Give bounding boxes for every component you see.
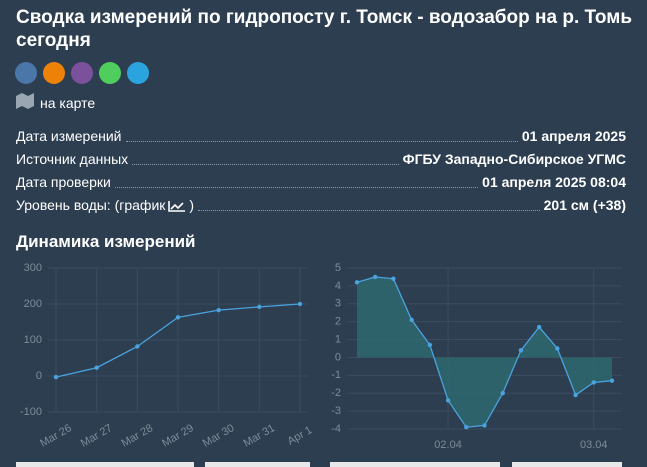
map-icon	[16, 93, 34, 109]
y-tick-label: -2	[331, 387, 341, 399]
y-tick-label: 2	[335, 316, 341, 328]
tab	[330, 462, 500, 467]
value: 201 см (+38)	[543, 197, 626, 213]
y-tick-label: 0	[335, 351, 341, 363]
y-tick-label: 1	[335, 333, 341, 345]
x-tick-label: Mar 27	[79, 422, 115, 450]
point	[555, 346, 560, 351]
tab	[16, 462, 194, 467]
point	[573, 392, 578, 398]
tab	[205, 462, 310, 467]
tab	[512, 462, 622, 467]
y-tick-label: 5	[335, 262, 341, 274]
x-tick-label: Mar 30	[201, 422, 237, 450]
area	[357, 276, 612, 428]
y-tick-label: -4	[331, 423, 341, 435]
vk-icon[interactable]	[15, 62, 37, 84]
title: Сводка измерений по гидропосту г. Томск …	[16, 7, 633, 51]
point	[175, 315, 181, 320]
label[interactable]: Уровень воды: (график	[16, 197, 166, 213]
y-tick-label: 0	[36, 370, 42, 382]
value: ФГБУ Западно-Сибирское УГМС	[402, 151, 626, 167]
y-tick-label: -3	[331, 405, 341, 417]
x-tick-label: 03.04	[580, 439, 608, 451]
point	[427, 342, 433, 348]
row: Дата проверки 01 апреля 2025 08:04	[16, 172, 626, 190]
x-tick-label: Mar 31	[241, 422, 277, 450]
y-tick-label: 300	[24, 262, 42, 274]
point	[536, 324, 542, 330]
point	[94, 365, 99, 370]
telegram-icon[interactable]	[127, 62, 149, 84]
y-tick-label: -1	[331, 369, 341, 381]
map-link[interactable]: на карте	[40, 95, 96, 111]
point	[591, 380, 596, 385]
label: Дата измерений	[16, 128, 122, 144]
point	[391, 276, 396, 281]
row: Дата измерений 01 апреля 2025	[16, 126, 626, 144]
point	[257, 304, 262, 310]
point	[297, 301, 303, 307]
point	[373, 274, 378, 280]
point	[609, 378, 615, 383]
point	[518, 348, 524, 353]
chart-icon[interactable]	[167, 199, 187, 213]
y-tick-label: 4	[335, 280, 341, 292]
point	[216, 307, 221, 313]
y-tick-label: 100	[24, 334, 42, 346]
whatsapp-icon[interactable]	[99, 62, 121, 84]
y-tick-label: -100	[20, 406, 42, 418]
point	[354, 280, 360, 285]
point	[445, 398, 451, 403]
row: Источник данных ФГБУ Западно-Сибирское УГ…	[16, 149, 626, 167]
x-tick-label: Apr 1	[286, 424, 315, 448]
value: 01 апреля 2025	[521, 128, 626, 144]
viber-icon[interactable]	[71, 62, 93, 84]
y-tick-label: 3	[335, 298, 341, 310]
point	[482, 423, 487, 428]
point	[53, 374, 59, 380]
point	[409, 317, 414, 323]
point	[135, 344, 140, 349]
section-title: Динамика измерений	[16, 232, 196, 251]
label: Источник данных	[16, 151, 129, 167]
x-tick-label: Mar 26	[38, 422, 74, 450]
row: Уровень воды: (график) 201 см (+38)	[16, 195, 626, 213]
ok-icon[interactable]	[43, 62, 65, 84]
x-tick-label: Mar 29	[160, 422, 196, 450]
point	[500, 391, 505, 396]
point	[464, 425, 469, 430]
label: Дата проверки	[16, 174, 111, 190]
y-tick-label: 200	[24, 298, 42, 310]
value: 01 апреля 2025 08:04	[482, 174, 626, 190]
share-icons	[15, 62, 149, 84]
label: )	[189, 197, 195, 213]
x-tick-label: Mar 28	[119, 422, 155, 450]
x-tick-label: 02.04	[434, 439, 462, 451]
